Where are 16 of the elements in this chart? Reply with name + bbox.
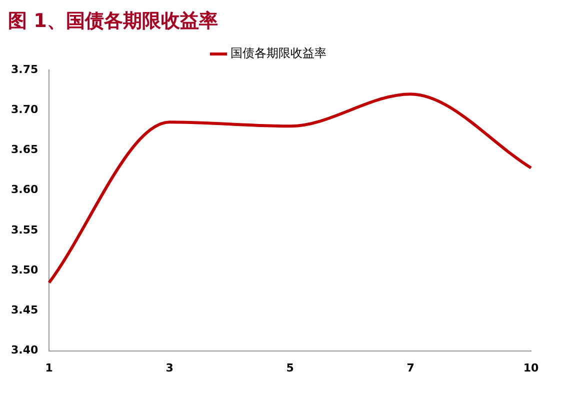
y-tick-label: 3.40: [11, 344, 38, 357]
y-tick-label: 3.55: [11, 223, 38, 236]
y-tick-label: 3.70: [11, 102, 38, 116]
y-tick-label: 3.60: [11, 183, 38, 196]
line-series: [48, 92, 532, 284]
y-tick-label: 3.75: [11, 62, 38, 76]
x-tick-label: 7: [406, 361, 414, 374]
y-tick-label: 3.45: [11, 304, 38, 317]
y-tick-label: 3.50: [11, 263, 38, 276]
x-tick-label: 1: [45, 361, 53, 374]
legend-label: 国债各期限收益率: [230, 46, 326, 60]
chart-title: 图 1、国债各期限收益率: [8, 9, 219, 34]
x-tick-label: 10: [523, 361, 539, 374]
x-tick-label: 3: [166, 361, 174, 374]
y-tick-label: 3.65: [11, 143, 38, 156]
x-tick-label: 5: [286, 361, 294, 374]
